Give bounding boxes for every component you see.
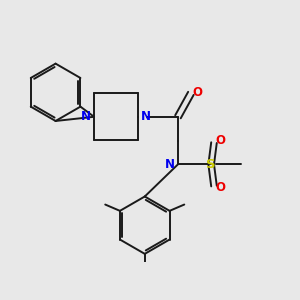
Text: N: N (81, 110, 92, 123)
Text: N: N (140, 110, 151, 123)
Text: O: O (192, 86, 202, 99)
Text: O: O (215, 134, 225, 147)
Text: N: N (165, 158, 175, 171)
Text: S: S (206, 158, 216, 171)
Text: O: O (215, 181, 225, 194)
